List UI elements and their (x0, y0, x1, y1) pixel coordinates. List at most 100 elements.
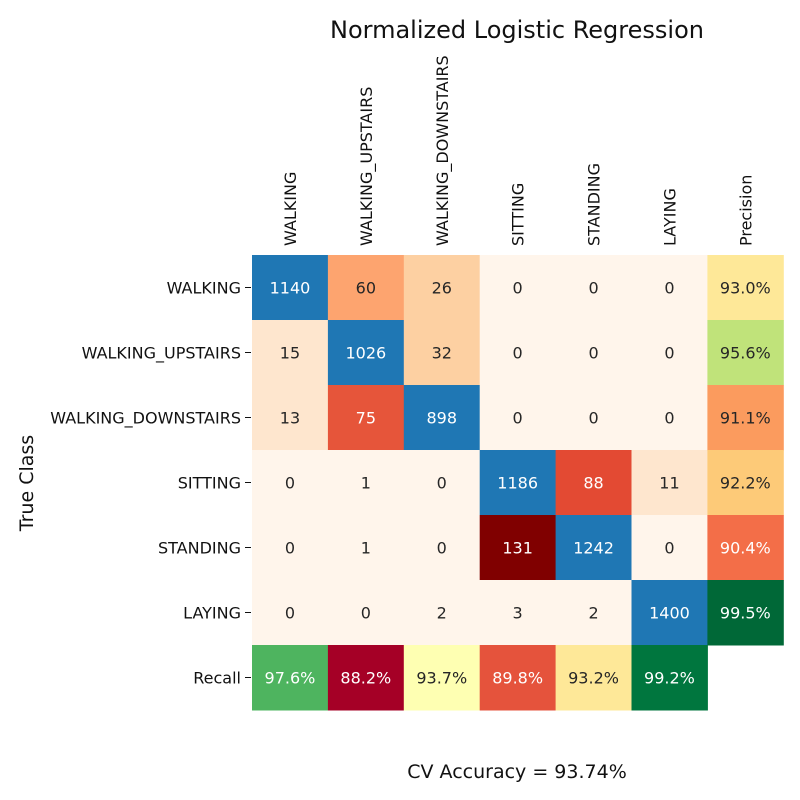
matrix-cell-label: 0 (361, 604, 371, 623)
matrix-cell-label: 11 (659, 474, 679, 493)
matrix-cell-label: 0 (664, 409, 674, 428)
matrix-cell-label: 60 (356, 279, 376, 298)
matrix-cell (479, 320, 557, 386)
matrix-cell-label: 15 (280, 344, 300, 363)
matrix-cell (631, 385, 708, 451)
recall-cell-label: 88.2% (340, 669, 391, 688)
matrix-cell (631, 515, 708, 581)
matrix-cell-label: 898 (426, 409, 457, 428)
matrix-cell-label: 1242 (573, 539, 614, 558)
matrix-cell (555, 580, 632, 646)
matrix-cell-label: 0 (664, 344, 674, 363)
recall-cell (403, 645, 481, 711)
matrix-cell-label: 1026 (345, 344, 386, 363)
recall-cell-label: 93.2% (568, 669, 619, 688)
precision-cell-label: 90.4% (720, 539, 771, 558)
y-axis-label: True Class (16, 435, 38, 532)
matrix-cell-label: 1 (361, 539, 371, 558)
matrix-cell (631, 255, 708, 321)
row-labels: WALKING WALKING_UPSTAIRS WALKING_DOWNSTAIR… (50, 279, 251, 688)
matrix-cell (327, 385, 405, 451)
column-tick-label: STANDING (585, 163, 604, 246)
recall-cell-label: 93.7% (416, 669, 467, 688)
matrix-cell-label: 3 (513, 604, 523, 623)
matrix-cell-label: 0 (285, 539, 295, 558)
column-tick-label: LAYING (660, 188, 679, 246)
matrix-cell (479, 255, 557, 321)
precision-cell-label: 93.0% (720, 279, 771, 298)
row-tick-label: WALKING (167, 279, 241, 298)
recall-cell (555, 645, 632, 711)
precision-cell (707, 320, 784, 386)
precision-cell (707, 450, 784, 516)
recall-cell (631, 645, 708, 711)
matrix-cell-label: 1 (361, 474, 371, 493)
matrix-cell-label: 0 (513, 344, 523, 363)
matrix-cell (252, 580, 329, 646)
matrix-cell-label: 2 (588, 604, 598, 623)
column-tick-label: WALKING_UPSTAIRS (357, 87, 377, 246)
row-tick-label: SITTING (178, 474, 241, 493)
matrix-cell (479, 385, 557, 451)
row-tick-label: WALKING_DOWNSTAIRS (50, 409, 241, 429)
matrix-cell-label: 0 (285, 474, 295, 493)
precision-cell (707, 580, 784, 646)
matrix-cell (327, 255, 405, 321)
matrix-cell (327, 450, 405, 516)
row-tick-label: STANDING (158, 539, 241, 558)
precision-cell-label: 91.1% (720, 409, 771, 428)
matrix-cell (631, 580, 708, 646)
matrix-cell (555, 385, 632, 451)
matrix-cell (327, 515, 405, 581)
precision-cell-label: 95.6% (720, 344, 771, 363)
matrix-cell (327, 320, 405, 386)
matrix-cell (555, 450, 632, 516)
precision-cell-label: 99.5% (720, 604, 771, 623)
matrix-cell (252, 450, 329, 516)
precision-cell-label: 92.2% (720, 474, 771, 493)
matrix-cell (631, 450, 708, 516)
matrix-cell-label: 32 (432, 344, 452, 363)
matrix-cell-label: 1140 (270, 279, 311, 298)
column-tick-label: Precision (736, 175, 755, 246)
matrix-cell-label: 0 (437, 539, 447, 558)
matrix-cell-label: 0 (285, 604, 295, 623)
matrix-cell-label: 0 (664, 279, 674, 298)
matrix-cell-label: 26 (432, 279, 452, 298)
matrix-cell-label: 0 (513, 409, 523, 428)
matrix-cell (252, 385, 329, 451)
matrix-cell-label: 0 (588, 409, 598, 428)
matrix-cell (555, 255, 632, 321)
precision-cell (707, 385, 784, 451)
matrix-cell-label: 0 (588, 344, 598, 363)
matrix-cell-label: 131 (502, 539, 533, 558)
recall-cell (252, 645, 329, 711)
matrix-cell (252, 255, 329, 321)
matrix-cell-label: 88 (583, 474, 603, 493)
matrix-cell (403, 385, 481, 451)
chart-title: Normalized Logistic Regression (330, 16, 704, 44)
precision-cell (707, 255, 784, 321)
matrix-cell (327, 580, 405, 646)
matrix-cell-label: 1186 (497, 474, 538, 493)
matrix-cell (403, 450, 481, 516)
matrix-cell-label: 0 (664, 539, 674, 558)
column-tick-label: WALKING (281, 172, 300, 246)
matrix-cell-label: 0 (437, 474, 447, 493)
column-tick-label: WALKING_DOWNSTAIRS (433, 55, 453, 246)
row-tick-label: WALKING_UPSTAIRS (82, 344, 241, 364)
matrix-cell (403, 320, 481, 386)
precision-cell (707, 515, 784, 581)
matrix-cell (479, 515, 557, 581)
matrix-cell (479, 580, 557, 646)
column-tick-label: SITTING (509, 183, 528, 246)
matrix-cell (252, 515, 329, 581)
cv-accuracy-footer: CV Accuracy = 93.74% (407, 761, 627, 783)
recall-cell (479, 645, 557, 711)
matrix-cell (631, 320, 708, 386)
matrix-cell-label: 0 (588, 279, 598, 298)
matrix-cell (403, 580, 481, 646)
heatmap-cells: 1140 60 26 0 0 015 1026 32 0 0 013 75 898 0 0 00 1 0 1186 8… (252, 255, 784, 711)
matrix-cell (479, 450, 557, 516)
